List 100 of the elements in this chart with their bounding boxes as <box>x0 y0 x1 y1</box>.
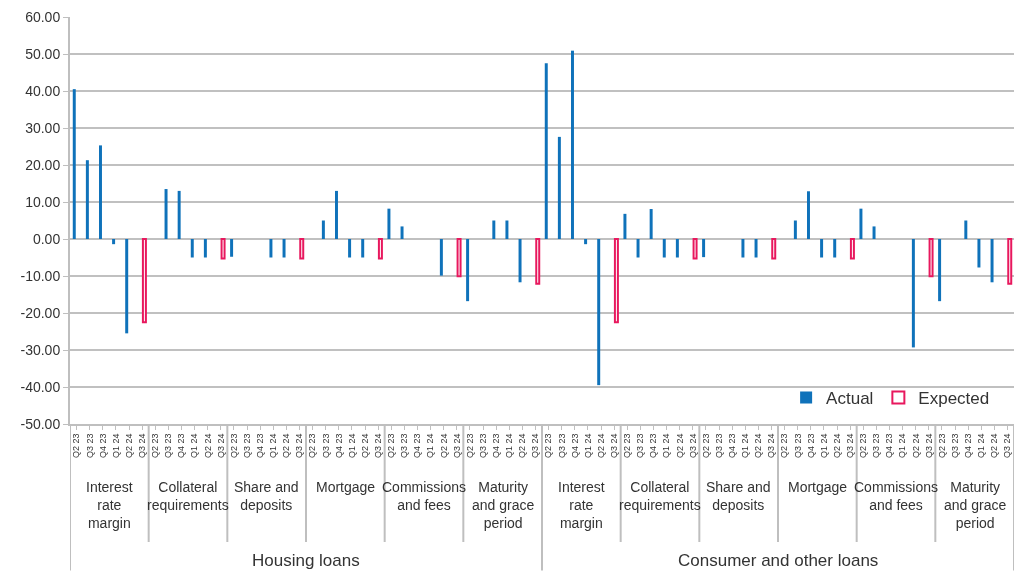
bar <box>321 220 325 239</box>
bar <box>125 239 129 334</box>
bar <box>112 239 116 245</box>
bar <box>990 239 994 283</box>
x-tick-label: Q2 24 <box>989 433 1000 459</box>
x-tick-label: Q3 24 <box>294 433 305 459</box>
bar <box>466 239 470 302</box>
x-tick-label: Q3 24 <box>609 433 620 459</box>
x-tick-label: Q4 23 <box>97 433 108 459</box>
bar <box>597 239 601 386</box>
bar <box>334 190 338 239</box>
x-tick-label: Q2 23 <box>779 433 790 459</box>
bar <box>230 239 234 257</box>
x-tick-label: Q3 24 <box>1002 433 1013 459</box>
y-tick-label: -20.00 <box>20 304 61 321</box>
text: Interest rate margin <box>86 479 133 532</box>
y-tick-label: 30.00 <box>25 119 61 136</box>
x-tick-label: Q1 24 <box>268 433 279 459</box>
x-tick-label: Q1 24 <box>976 433 987 459</box>
x-tick-label: Q1 24 <box>425 433 436 459</box>
bar <box>833 239 837 258</box>
x-tick-label: Q2 24 <box>359 433 370 459</box>
x-tick-label: Q2 23 <box>150 433 161 459</box>
x-tick-label: Q2 23 <box>858 433 869 459</box>
x-tick-label: Q4 23 <box>963 433 974 459</box>
bar <box>911 239 915 348</box>
legend-label: Actual <box>826 389 874 409</box>
bar <box>544 63 548 239</box>
bar <box>177 190 181 239</box>
x-tick-label: Q2 24 <box>674 433 685 459</box>
x-tick-label: Q3 24 <box>137 433 148 459</box>
text: Interest rate margin <box>558 479 605 532</box>
x-tick-label: Q2 23 <box>386 433 397 459</box>
bar <box>400 226 404 239</box>
bar <box>849 238 855 260</box>
x-tick-label: Q3 23 <box>477 433 488 459</box>
bar <box>348 239 352 258</box>
bar <box>771 238 777 260</box>
bar <box>141 238 147 324</box>
bar <box>557 136 561 239</box>
bar <box>269 239 273 258</box>
bar <box>702 239 706 258</box>
bar <box>72 89 76 239</box>
bar <box>859 208 863 239</box>
text: Maturity and grace period <box>944 479 1007 532</box>
bar <box>649 209 653 239</box>
x-tick-label: Q4 23 <box>884 433 895 459</box>
x-tick-label: Q3 23 <box>871 433 882 459</box>
x-tick-label: Q3 23 <box>399 433 410 459</box>
bar <box>98 145 102 239</box>
y-tick-label: 10.00 <box>25 193 61 210</box>
x-tick-label: Q1 24 <box>582 433 593 459</box>
x-tick-label: Q1 24 <box>504 433 515 459</box>
bar <box>299 238 305 260</box>
x-tick-label: Q1 24 <box>661 433 672 459</box>
x-tick-label: Q3 23 <box>320 433 331 459</box>
bar <box>456 238 462 278</box>
bar <box>938 239 942 302</box>
bar <box>793 220 797 239</box>
text: Collateral requirements <box>619 479 701 514</box>
x-tick-label: Q3 23 <box>556 433 567 459</box>
legend-label: Expected <box>918 389 990 409</box>
bar <box>203 239 207 258</box>
bar <box>928 238 934 278</box>
x-tick-label: Q3 24 <box>530 433 541 459</box>
x-tick-label: Q2 24 <box>910 433 921 459</box>
bar <box>636 239 640 258</box>
bar <box>85 160 89 239</box>
bar <box>584 239 588 245</box>
bar <box>535 238 541 285</box>
text: Consumer and other loans <box>678 551 879 570</box>
bar <box>613 238 619 324</box>
bar <box>662 239 666 258</box>
x-tick-label: Q2 23 <box>700 433 711 459</box>
x-tick-label: Q1 24 <box>189 433 200 459</box>
x-tick-label: Q4 23 <box>412 433 423 459</box>
bar <box>220 238 226 260</box>
bar <box>820 239 824 258</box>
x-tick-label: Q1 24 <box>740 433 751 459</box>
x-tick-label: Q3 23 <box>84 433 95 459</box>
x-tick-label: Q4 23 <box>491 433 502 459</box>
x-tick-label: Q2 24 <box>123 433 134 459</box>
bar <box>675 239 679 258</box>
y-tick-label: -10.00 <box>20 267 61 284</box>
x-tick-label: Q3 23 <box>949 433 960 459</box>
x-tick-label: Q4 23 <box>255 433 266 459</box>
x-tick-label: Q2 24 <box>438 433 449 459</box>
x-tick-label: Q3 23 <box>792 433 803 459</box>
x-tick-label: Q3 23 <box>713 433 724 459</box>
x-tick-label: Q1 24 <box>346 433 357 459</box>
text: Mortgage <box>316 479 376 495</box>
x-tick-label: Q4 23 <box>333 433 344 459</box>
x-tick-label: Q2 23 <box>464 433 475 459</box>
text: Maturity and grace period <box>472 479 535 532</box>
text: Share and deposits <box>706 479 771 514</box>
text: Commissions and fees <box>382 479 467 514</box>
x-tick-label: Q3 24 <box>215 433 226 459</box>
text: Commissions and fees <box>854 479 939 514</box>
x-tick-label: Q2 24 <box>517 433 528 459</box>
text: Collateral requirements <box>147 479 229 514</box>
